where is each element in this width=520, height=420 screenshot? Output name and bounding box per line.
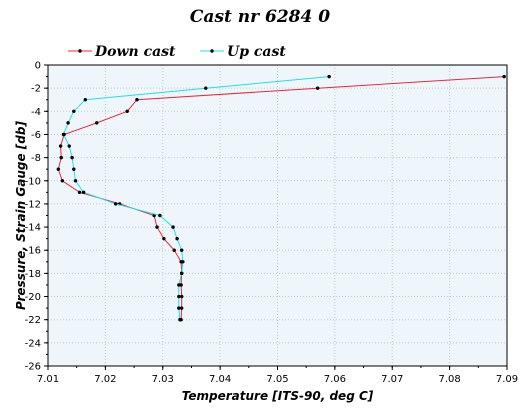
data-point — [171, 225, 175, 229]
data-point — [81, 190, 86, 195]
data-point — [83, 98, 87, 102]
data-point — [179, 271, 184, 276]
y-axis-label: Pressure, Strain Gauge [db] — [14, 121, 28, 310]
x-tick-label: 7.09 — [496, 374, 518, 385]
data-point — [155, 225, 159, 229]
legend: Down cast Up cast — [68, 44, 286, 60]
data-point — [72, 167, 76, 171]
x-tick-label: 7.02 — [94, 374, 116, 385]
legend-item: Down cast — [68, 44, 176, 60]
legend-label: Down cast — [94, 44, 176, 60]
data-point — [158, 213, 162, 218]
data-point — [177, 283, 181, 287]
data-point — [181, 260, 185, 264]
data-point — [135, 98, 139, 102]
legend-marker — [78, 49, 82, 53]
y-tick-label: -12 — [25, 199, 41, 210]
data-point — [58, 144, 63, 148]
y-tick-label: -8 — [31, 153, 41, 164]
data-point — [179, 294, 184, 299]
data-point — [66, 121, 70, 125]
x-tick-label: 7.01 — [37, 374, 59, 385]
y-tick-label: -10 — [25, 176, 41, 187]
data-point — [67, 144, 71, 148]
x-tick-label: 7.07 — [381, 374, 403, 385]
data-point — [70, 155, 74, 160]
series-line — [62, 76, 330, 320]
data-point — [175, 236, 179, 241]
y-tick-label: -26 — [25, 362, 41, 373]
y-tick-label: -24 — [25, 338, 41, 349]
data-point — [327, 74, 331, 79]
chart-title: Cast nr 6284 0 — [190, 7, 330, 27]
y-tick-label: -18 — [25, 269, 41, 280]
data-point — [125, 109, 129, 114]
y-tick-label: 0 — [35, 61, 41, 72]
series-up-cast — [61, 74, 331, 322]
y-tick-label: -4 — [31, 107, 41, 118]
x-tick-label: 7.03 — [152, 374, 174, 385]
data-point — [315, 86, 320, 90]
y-axis: 0 -2 -4 -6 -8 -10 -12 -14 -16 -18 -20 -22 -24 -26 — [25, 61, 48, 373]
x-tick-label: 7.06 — [324, 374, 346, 385]
data-point — [77, 190, 82, 195]
y-tick-label: -14 — [25, 223, 41, 234]
y-tick-label: -6 — [31, 130, 41, 141]
data-point — [114, 202, 118, 206]
data-point — [177, 306, 181, 310]
x-tick-label: 7.05 — [266, 374, 288, 385]
series-layer — [56, 74, 506, 322]
x-tick-label: 7.08 — [438, 374, 460, 385]
legend-marker — [210, 49, 214, 53]
legend-item: Up cast — [200, 44, 286, 60]
data-point — [177, 294, 181, 299]
x-axis: 7.01 7.02 7.03 7.04 7.05 7.06 7.07 7.08 7.09 — [37, 366, 518, 385]
data-point — [179, 306, 184, 310]
data-point — [95, 121, 99, 125]
data-point — [162, 236, 166, 241]
x-axis-label: Temperature [ITS-90, deg C] — [182, 389, 374, 403]
data-point — [56, 167, 61, 171]
data-point — [502, 74, 506, 79]
data-point — [178, 317, 182, 322]
y-tick-label: -22 — [25, 315, 41, 326]
legend-label: Up cast — [227, 44, 286, 60]
data-point — [73, 179, 78, 183]
y-tick-label: -20 — [25, 292, 41, 303]
data-point — [204, 86, 208, 90]
data-point — [60, 179, 65, 183]
data-point — [179, 248, 184, 252]
data-point — [172, 248, 176, 252]
y-tick-label: -2 — [31, 84, 41, 95]
x-tick-label: 7.04 — [209, 374, 231, 385]
data-point — [61, 132, 66, 137]
data-point — [59, 155, 63, 160]
y-tick-label: -16 — [25, 246, 41, 257]
data-point — [72, 109, 76, 114]
